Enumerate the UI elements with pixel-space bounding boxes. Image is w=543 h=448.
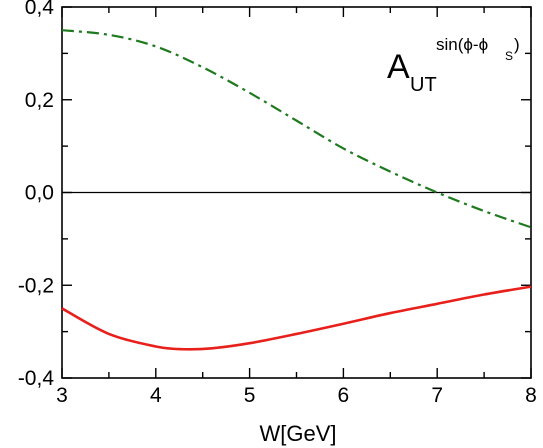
y-tick-label: -0,2 — [18, 274, 54, 297]
y-tick-label: 0,4 — [25, 0, 55, 19]
y-tick-label: 0,0 — [25, 182, 54, 205]
annotation-main: A — [387, 48, 410, 86]
y-tick-label: 0,2 — [25, 89, 54, 112]
x-tick-label: 8 — [525, 384, 537, 407]
series-solid-red-line — [61, 285, 532, 351]
x-tick-label: 4 — [150, 384, 162, 407]
annotation-subscript: UT — [410, 74, 437, 96]
x-tick-label: 3 — [56, 384, 68, 407]
series-dashdot-green-line — [61, 29, 532, 229]
x-tick-label: 7 — [431, 384, 443, 407]
x-tick-label: 5 — [244, 384, 256, 407]
annotation-superscript-sub: S — [505, 49, 513, 63]
x-tick-label: 6 — [338, 384, 350, 407]
annotation-superscript-close: ) — [514, 35, 520, 54]
annotation: A UT sin(ϕ-ϕ S ) — [387, 35, 520, 96]
x-axis-title: W[GeV] — [259, 421, 336, 446]
y-tick-label: -0,4 — [18, 367, 55, 390]
annotation-superscript: sin(ϕ-ϕ — [436, 35, 488, 54]
